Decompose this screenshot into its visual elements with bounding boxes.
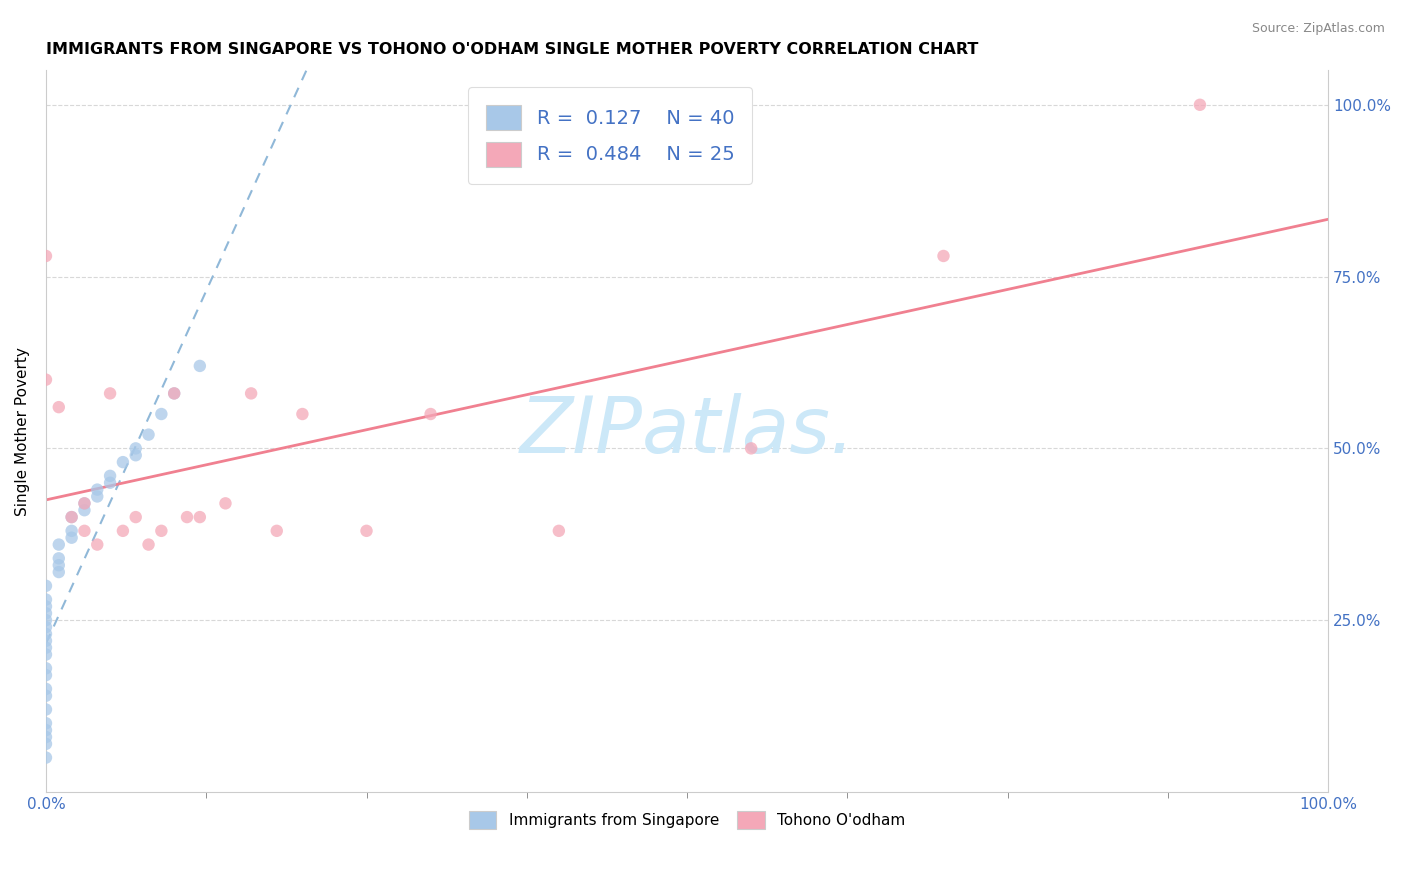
Point: [35, 579, 58, 593]
Point: [176, 510, 198, 524]
Point: [240, 386, 263, 401]
Point: [188, 359, 211, 373]
Point: [111, 455, 134, 469]
Text: ZIPatlas.: ZIPatlas.: [519, 393, 855, 469]
Point: [35, 730, 58, 744]
Point: [35, 716, 58, 731]
Point: [35, 640, 58, 655]
Point: [73, 524, 96, 538]
Point: [60, 524, 83, 538]
Point: [163, 386, 186, 401]
Point: [60, 510, 83, 524]
Point: [48, 400, 70, 414]
Point: [35, 750, 58, 764]
Point: [35, 592, 58, 607]
Point: [98, 468, 121, 483]
Point: [163, 386, 186, 401]
Point: [932, 249, 955, 263]
Point: [35, 613, 58, 627]
Point: [125, 448, 148, 462]
Point: [740, 442, 762, 456]
Point: [60, 531, 83, 545]
Text: Source: ZipAtlas.com: Source: ZipAtlas.com: [1251, 22, 1385, 36]
Point: [98, 386, 121, 401]
Point: [86, 483, 108, 497]
Point: [73, 496, 96, 510]
Point: [35, 627, 58, 641]
Point: [48, 538, 70, 552]
Point: [35, 633, 58, 648]
Point: [125, 442, 148, 456]
Point: [266, 524, 288, 538]
Point: [138, 538, 160, 552]
Point: [35, 607, 58, 621]
Point: [125, 510, 148, 524]
Point: [35, 661, 58, 675]
Point: [86, 538, 108, 552]
Point: [419, 407, 441, 421]
Text: IMMIGRANTS FROM SINGAPORE VS TOHONO O'ODHAM SINGLE MOTHER POVERTY CORRELATION CH: IMMIGRANTS FROM SINGAPORE VS TOHONO O'OD…: [46, 42, 979, 57]
Point: [35, 249, 58, 263]
Point: [150, 407, 173, 421]
Point: [150, 524, 173, 538]
Point: [35, 620, 58, 634]
Point: [111, 524, 134, 538]
Point: [35, 668, 58, 682]
Point: [86, 490, 108, 504]
Point: [35, 723, 58, 738]
Point: [35, 681, 58, 696]
Point: [547, 524, 569, 538]
Point: [138, 427, 160, 442]
Point: [48, 558, 70, 573]
Point: [48, 565, 70, 579]
Point: [35, 689, 58, 703]
Point: [60, 510, 83, 524]
Point: [48, 551, 70, 566]
Point: [73, 496, 96, 510]
Point: [35, 737, 58, 751]
Point: [188, 510, 211, 524]
Point: [35, 648, 58, 662]
Point: [1188, 97, 1211, 112]
Point: [73, 503, 96, 517]
Point: [35, 702, 58, 716]
Point: [291, 407, 314, 421]
Point: [356, 524, 378, 538]
Point: [35, 373, 58, 387]
Point: [214, 496, 236, 510]
Point: [98, 475, 121, 490]
Y-axis label: Single Mother Poverty: Single Mother Poverty: [15, 347, 30, 516]
Point: [35, 599, 58, 614]
Legend: Immigrants from Singapore, Tohono O'odham: Immigrants from Singapore, Tohono O'odha…: [463, 805, 911, 835]
